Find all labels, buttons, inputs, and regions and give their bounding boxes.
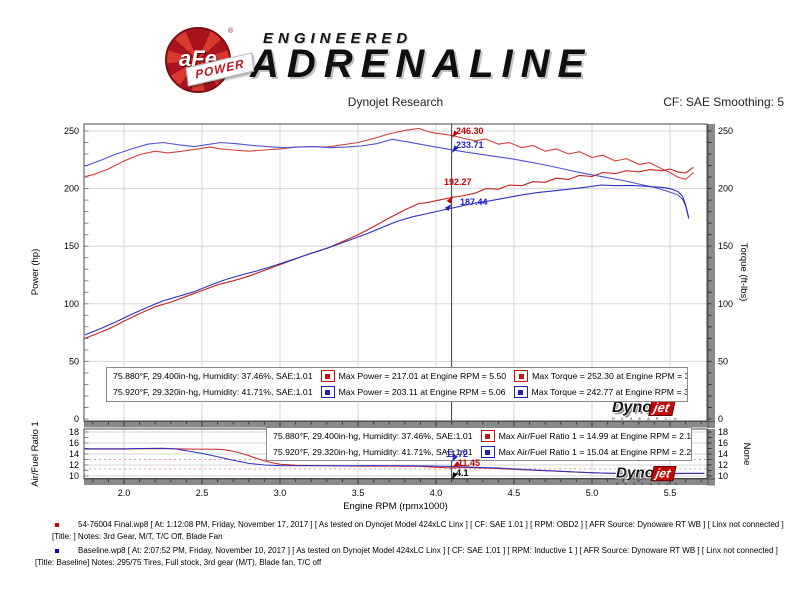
final-torque-curve: [84, 127, 694, 180]
afr-legend: 75.880°F, 29.400in-hg, Humidity: 37.46%,…: [266, 427, 692, 461]
x-axis-title: Engine RPM (rpmx1000): [343, 501, 448, 512]
baseline-afr-curve: [85, 447, 705, 474]
baseline-afr-marker-icon: [480, 446, 495, 458]
final-power-marker-icon: [320, 370, 335, 382]
dynojet-logo-dyno: Dyno: [616, 465, 654, 482]
legend-max-torque-final: Max Torque = 252.30 at Engine RPM = 3.89: [532, 371, 688, 381]
y-tick-label: 150: [64, 241, 79, 251]
right-shadow-bar: [708, 124, 715, 428]
power-axis-title: Power (hp): [30, 249, 41, 295]
bottom-shadow-bar: [84, 421, 715, 428]
final-run-bullet-icon: [55, 523, 59, 527]
x-tick-label: 5.5: [664, 488, 677, 498]
x-tick-label: 5.0: [586, 488, 599, 498]
y-tick-label: 16: [69, 438, 79, 448]
baseline-run-bullet-icon: [55, 549, 59, 553]
registered-mark: ®: [228, 28, 234, 35]
legend-max-afr-baseline: Max Air/Fuel Ratio 1 = 15.04 at Engine R…: [498, 447, 692, 457]
legend-max-afr-final: Max Air/Fuel Ratio 1 = 14.99 at Engine R…: [498, 431, 692, 441]
y-tick-label: 250: [718, 126, 733, 136]
afr-legend-row-baseline: 75.920°F, 29.320in-hg, Humidity: 41.71%,…: [267, 444, 691, 460]
dynojet-logo-jet: jet: [650, 465, 677, 482]
x-tick-label: 2.0: [118, 488, 131, 498]
y-tick-label: 16: [718, 438, 728, 448]
y-tick-label: 100: [64, 299, 79, 309]
dynojet-watermark-main: Dynojet R E S E A R C H: [612, 399, 679, 421]
baseline-torque-marker-icon: [513, 386, 528, 398]
y-tick-label: 12: [718, 460, 728, 470]
power-torque-legend: 75.880°F, 29.400in-hg, Humidity: 37.46%,…: [106, 367, 688, 402]
afr-legend-env-final: 75.880°F, 29.400in-hg, Humidity: 37.46%,…: [273, 431, 473, 441]
afr-axis-title: Air/Fuel Ratio 1: [30, 421, 41, 486]
bottom-shadow-bar: [84, 479, 715, 485]
legend-max-torque-baseline: Max Torque = 242.77 at Engine RPM = 3.72: [531, 387, 688, 397]
final-afr-marker-icon: [480, 430, 495, 442]
smoothing-setting: CF: SAE Smoothing: 5: [663, 95, 784, 109]
x-tick-label: 2.5: [196, 488, 209, 498]
y-tick-label: 18: [718, 427, 728, 437]
torque-axis-title: Torque (ft-lbs): [738, 243, 749, 302]
y-tick-label: 200: [718, 184, 733, 194]
baseline-run-info: Baseline.wp8 [ At: 2:07:52 PM, Friday, N…: [35, 546, 778, 567]
y-tick-label: 200: [64, 184, 79, 194]
legend-max-power-baseline: Max Power = 203.11 at Engine RPM = 5.06: [338, 387, 506, 397]
brand-engineered-text: ENGINEERED: [263, 30, 413, 47]
y-tick-label: 10: [718, 471, 728, 481]
y-tick-label: 250: [64, 126, 79, 136]
baseline-power-marker-icon: [320, 386, 335, 398]
baseline-power-curve: [84, 184, 690, 336]
final-torque-marker-icon: [514, 370, 529, 382]
legend-row-baseline: 75.920°F, 29.320in-hg, Humidity: 41.71%,…: [107, 384, 687, 400]
x-tick-label: 4.5: [508, 488, 521, 498]
dynojet-logo-jet: jet: [648, 400, 676, 416]
dynojet-watermark-afr: Dynojet R E S E A R C H: [616, 465, 680, 486]
legend-row-final: 75.880°F, 29.400in-hg, Humidity: 37.46%,…: [107, 368, 687, 384]
y-tick-label: 14: [69, 449, 79, 459]
y-tick-label: 50: [718, 356, 728, 366]
y-tick-label: 50: [69, 356, 79, 366]
x-tick-label: 3.5: [352, 488, 365, 498]
afr-right-axis-title: None: [741, 443, 752, 466]
y-tick-label: 0: [718, 414, 723, 424]
afr-legend-row-final: 75.880°F, 29.400in-hg, Humidity: 37.46%,…: [267, 428, 691, 444]
baseline-torque-curve: [84, 138, 690, 219]
y-tick-label: 12: [69, 460, 79, 470]
afr-legend-env-baseline: 75.920°F, 29.320in-hg, Humidity: 41.71%,…: [273, 447, 473, 457]
chart-title: Dynojet Research: [347, 95, 444, 109]
dynojet-logo-dyno: Dyno: [612, 399, 652, 416]
dynojet-logo-research: R E S E A R C H: [612, 416, 680, 421]
y-tick-label: 150: [718, 241, 733, 251]
final-power-curve: [84, 166, 694, 339]
legend-max-power-final: Max Power = 217.01 at Engine RPM = 5.50: [338, 371, 507, 381]
legend-env-baseline: 75.920°F, 29.320in-hg, Humidity: 41.71%,…: [113, 387, 313, 397]
x-tick-label: 3.0: [274, 488, 287, 498]
y-tick-label: 18: [69, 427, 79, 437]
x-tick-label: 4.0: [430, 488, 443, 498]
brand-adrenaline-text: ADRENALINE: [250, 42, 593, 86]
dynojet-logo-research: R E S E A R C H: [616, 481, 680, 486]
y-tick-label: 100: [718, 299, 733, 309]
final-run-info: 54-76004 Final.wp8 [ At: 1:12:08 PM, Fri…: [52, 520, 784, 541]
y-tick-label: 14: [718, 449, 728, 459]
legend-env-final: 75.880°F, 29.400in-hg, Humidity: 37.46%,…: [113, 371, 313, 381]
right-shadow-bar: [708, 429, 715, 486]
y-tick-label: 0: [74, 414, 79, 424]
y-tick-label: 10: [69, 471, 79, 481]
